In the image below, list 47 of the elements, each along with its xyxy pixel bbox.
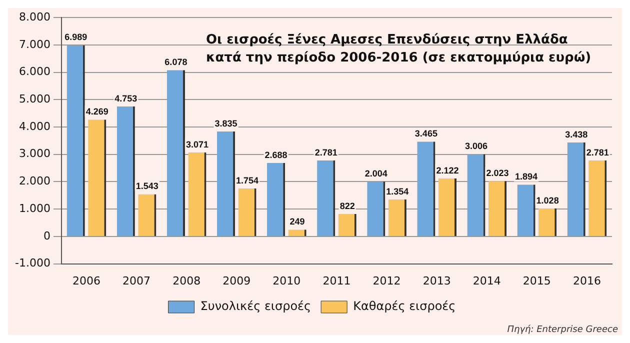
x-tick-label: 2016 [572,274,601,288]
x-tick-label: 2013 [422,274,451,288]
y-tick-label: 2.000 [18,174,50,188]
x-tick-label: 2015 [522,274,551,288]
y-tick-label: 4.000 [18,120,50,133]
legend-label: Συνολικές εισροές [200,299,312,314]
data-label: 3.835 [214,118,238,129]
data-label: 2.004 [364,168,388,179]
data-label: 1.894 [515,172,538,182]
legend-label: Καθαρές εισροές [353,299,456,314]
x-tick-label: 2012 [372,274,401,288]
text: Πηγή: Enterprise Greece [507,324,618,335]
data-label: 1.028 [536,195,559,206]
data-label: 1.543 [136,181,158,192]
y-tick-label: -1.000 [14,256,50,270]
data-label: 1.354 [386,186,409,196]
data-label: 4.753 [114,93,138,104]
y-tick-label: 6.000 [18,65,50,78]
data-label: 2.023 [486,168,509,178]
y-tick-label: 5.000 [18,92,50,106]
x-tick-label: 2011 [322,274,351,288]
y-tick-label: 7.000 [18,38,50,51]
x-tick-label: 2009 [222,274,251,288]
data-label: 3.071 [186,139,208,150]
data-label: 1.754 [236,175,259,186]
y-tick-label: 8.000 [18,10,50,24]
y-tick-label: 3.000 [18,147,50,160]
x-tick-label: 2006 [72,274,100,288]
data-label: 249 [290,216,305,227]
data-label: 3.438 [565,129,588,140]
data-label: 6.078 [164,57,188,68]
x-tick-label: 2010 [272,274,301,288]
text: Οι εισροές Ξένες Αμεσες Επενδύσεις στην Ελλάδα κατά την περίοδο 2006-2016 (σε εκατομμύρια ευρώ) [206,32,592,66]
data-label: 2.781 [314,147,338,158]
x-tick-label: 2014 [472,274,501,288]
data-label: 3.465 [414,128,438,139]
data-label: 2.688 [264,150,288,160]
data-label: 3.006 [464,141,488,152]
data-label: 2.122 [436,165,459,176]
data-label: 822 [340,200,355,211]
x-tick-label: 2008 [172,274,201,288]
y-tick-label: 0 [43,229,50,242]
data-label: 2.781 [586,147,609,158]
data-label: 6.989 [64,32,88,42]
data-label: 4.269 [86,106,108,117]
y-tick-label: 1.000 [18,202,50,215]
x-tick-label: 2007 [122,274,151,288]
